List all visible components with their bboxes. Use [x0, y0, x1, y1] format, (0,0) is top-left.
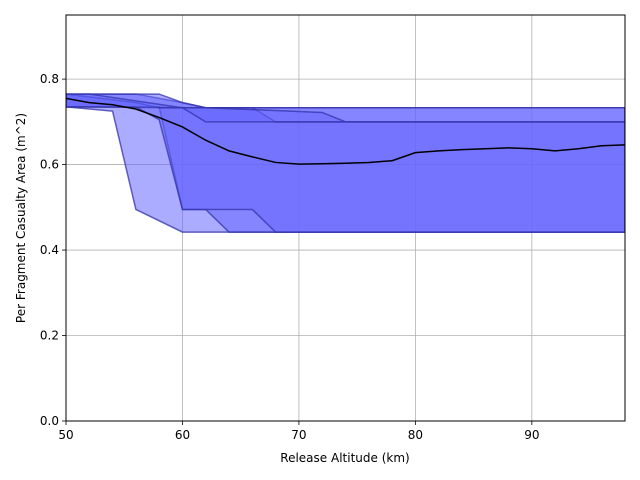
x-tick-label: 60: [175, 428, 190, 442]
plot-frame: [65, 14, 626, 422]
ticks: 50 60 70 80 90 0.0 0.2 0.4 0.6 0.8: [40, 72, 540, 442]
y-tick-label: 0.2: [40, 329, 59, 343]
mean-line: [66, 97, 625, 165]
y-tick-label: 0.0: [40, 414, 59, 428]
mean-line-layer: [66, 97, 625, 165]
x-tick-label: 50: [58, 428, 73, 442]
x-tick-label: 90: [524, 428, 539, 442]
y-tick-label: 0.6: [40, 158, 59, 172]
x-axis-label: Release Altitude (km): [280, 451, 409, 465]
x-tick-label: 80: [408, 428, 423, 442]
y-tick-label: 0.4: [40, 243, 59, 257]
y-tick-label: 0.8: [40, 72, 59, 86]
band-4: [66, 93, 625, 123]
y-axis-label: Per Fragment Casualty Area (m^2): [14, 113, 28, 323]
x-tick-label: 70: [291, 428, 306, 442]
